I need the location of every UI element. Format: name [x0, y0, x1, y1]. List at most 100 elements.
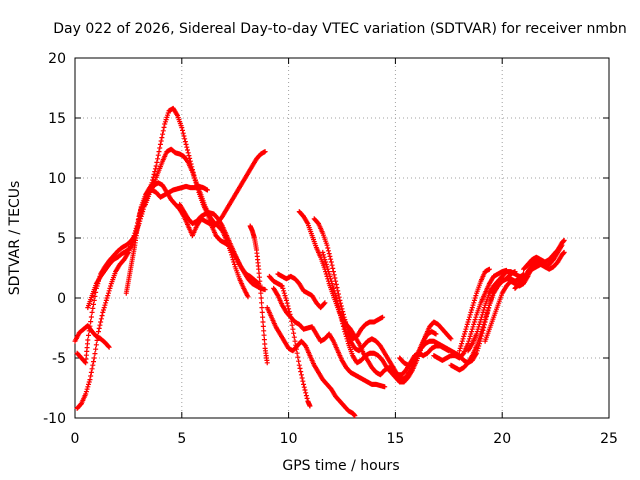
- data-series-pass-13: [311, 216, 386, 342]
- data-point: [333, 278, 339, 284]
- data-point: [291, 330, 297, 336]
- data-point: [461, 331, 467, 337]
- data-point: [104, 295, 110, 301]
- data-point: [561, 249, 567, 255]
- data-point: [479, 314, 485, 320]
- data-point: [99, 313, 105, 319]
- data-point: [464, 324, 470, 330]
- data-point: [469, 329, 475, 335]
- data-point: [89, 309, 95, 315]
- x-tick-label: 5: [177, 431, 186, 447]
- data-point: [344, 336, 350, 342]
- data-point: [481, 319, 487, 325]
- data-point: [472, 295, 478, 301]
- data-point: [333, 293, 339, 299]
- data-point: [291, 334, 297, 340]
- data-point: [322, 300, 328, 306]
- data-point: [96, 325, 102, 331]
- data-point: [154, 159, 160, 165]
- data-series-pass-9: [266, 273, 313, 409]
- data-point: [187, 155, 193, 161]
- data-point: [106, 344, 112, 350]
- data-point: [320, 249, 326, 255]
- data-series-pass-6: [177, 201, 268, 293]
- data-point: [322, 257, 328, 263]
- data-point: [294, 350, 300, 356]
- data-point: [90, 362, 96, 368]
- data-series-pass-7: [247, 223, 270, 366]
- data-point: [262, 149, 268, 155]
- data-point: [91, 301, 97, 307]
- data-point: [482, 317, 488, 323]
- data-point: [466, 317, 472, 323]
- y-tick-label: 0: [57, 291, 66, 307]
- data-point: [328, 276, 334, 282]
- data-point: [86, 332, 92, 338]
- data-point: [481, 307, 487, 313]
- data-point: [328, 278, 334, 284]
- data-point: [327, 253, 333, 259]
- data-point: [88, 373, 94, 379]
- data-point: [328, 259, 334, 265]
- data-point: [159, 135, 165, 141]
- data-point: [259, 305, 265, 311]
- data-point: [464, 321, 470, 327]
- data-point: [86, 328, 92, 334]
- data-point: [331, 288, 337, 294]
- data-point: [157, 141, 163, 147]
- data-point: [103, 300, 109, 306]
- data-point: [479, 312, 485, 318]
- data-point: [93, 346, 99, 352]
- data-point: [91, 297, 97, 303]
- data-point: [465, 319, 471, 325]
- x-tick-label: 20: [493, 431, 511, 447]
- data-point: [323, 261, 329, 267]
- data-point: [86, 381, 92, 387]
- data-point: [330, 265, 336, 271]
- data-point: [481, 321, 487, 327]
- data-point: [231, 261, 237, 267]
- data-point: [283, 295, 289, 301]
- data-point: [481, 305, 487, 311]
- data-point: [160, 131, 166, 137]
- data-point: [105, 293, 111, 299]
- grid: [75, 58, 609, 418]
- data-point: [155, 152, 161, 158]
- data-point: [161, 124, 167, 130]
- data-point: [474, 331, 480, 337]
- data-point: [298, 369, 304, 375]
- data-point: [476, 324, 482, 330]
- data-series-pass-4: [85, 183, 210, 311]
- data-point: [480, 309, 486, 315]
- data-point: [336, 307, 342, 313]
- data-point: [98, 316, 104, 322]
- data-point: [304, 395, 310, 401]
- data-point: [478, 317, 484, 323]
- data-point: [329, 281, 335, 287]
- axes: 0 5 10 15 20 25 -10 -5 0 5 10 15 20: [43, 51, 618, 447]
- data-point: [352, 413, 358, 419]
- data-point: [471, 300, 477, 306]
- data-point: [184, 144, 190, 150]
- data-point: [182, 139, 188, 145]
- data-point: [298, 372, 304, 378]
- data-point: [296, 358, 302, 364]
- data-point: [333, 281, 339, 287]
- data-point: [463, 326, 469, 332]
- y-tick-label: 5: [57, 231, 66, 247]
- data-point: [330, 285, 336, 291]
- data-point: [335, 304, 341, 310]
- data-point: [483, 314, 489, 320]
- data-point: [92, 293, 98, 299]
- data-point: [86, 379, 92, 385]
- data-point: [245, 294, 251, 300]
- data-point: [83, 391, 89, 397]
- data-point: [260, 323, 266, 329]
- data-point: [258, 295, 264, 301]
- data-point: [183, 141, 189, 147]
- data-point: [332, 290, 338, 296]
- data-point: [103, 297, 109, 303]
- data-point: [302, 387, 308, 393]
- data-point: [337, 297, 343, 303]
- data-point: [293, 342, 299, 348]
